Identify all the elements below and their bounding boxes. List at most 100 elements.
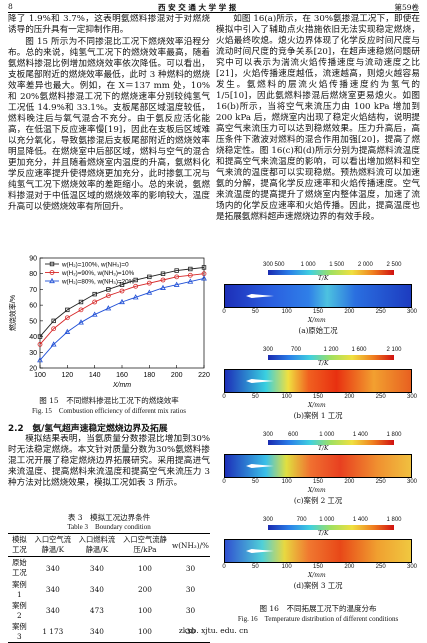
data-point <box>64 315 70 321</box>
data-point <box>173 281 180 287</box>
section-heading: 2.2 氨/氢气超声速稳定燃烧边界及拓展 <box>8 424 168 434</box>
panel-caption: (b)案例 1 工况 <box>293 411 343 420</box>
data-point <box>92 291 97 297</box>
data-point <box>105 305 112 311</box>
table-cell: 100 <box>137 606 152 615</box>
x-tick-label: 0 <box>222 309 226 315</box>
data-point <box>160 271 166 276</box>
table-header-cell: 入口空气流静温/K <box>34 535 72 554</box>
temperature-panel: 300 700 1 000 1 400 1 800 T/K 0 50 100 150 200 250 3… <box>216 517 420 602</box>
colorbar-tick-label: 700 <box>296 517 307 523</box>
x-tick-label: 250 <box>375 309 386 315</box>
footer: zkxb. xjtu. edu. cn <box>178 626 249 635</box>
colorbar-tick-label: 300 <box>262 347 273 353</box>
y-tick-label: 70 <box>29 287 37 294</box>
x-tick-label: 300 <box>406 564 417 570</box>
figure-15-chart: 20 30 40 50 60 70 80 90 100 120 140 160 180 200 220 X/m… <box>8 256 210 390</box>
table-header-cell: 模拟工况 <box>12 535 27 554</box>
data-point <box>187 272 193 278</box>
figure-caption-en: Fig. 16 Temperature distribution of diff… <box>237 615 399 623</box>
legend-marker <box>49 270 55 275</box>
x-axis-label: X/mm <box>308 317 326 324</box>
table-cell: 340 <box>89 585 104 594</box>
data-point <box>78 307 84 313</box>
x-tick-label: 0 <box>222 394 226 400</box>
series-line <box>39 266 205 337</box>
data-point <box>65 307 70 313</box>
data-point <box>160 277 166 283</box>
x-tick-label: 100 <box>281 479 292 485</box>
paragraph: 如图 16(a)所示，在 30%氨掺混工况下，即使在模拟中引入了辅助点火措施依旧… <box>216 14 420 222</box>
table-wrap: 模拟工况 入口空气流静温/K 入口燃料流静温/K 入口空气流静压/kPa w(NH₃)/… <box>8 533 210 643</box>
x-tick-label: 250 <box>375 394 386 400</box>
colorbar-label: T/K <box>318 445 329 452</box>
colorbar-tick-label: 1 000 <box>319 517 335 523</box>
x-axis-label: X/mm <box>308 402 326 409</box>
y-tick-label: 30 <box>29 350 37 357</box>
data-point <box>146 289 153 295</box>
colorbar-tick-label: 2 500 <box>386 262 402 268</box>
y-tick-label: 40 <box>29 334 37 341</box>
data-point <box>132 294 139 300</box>
x-tick-label: 50 <box>251 394 259 400</box>
colorbar-tick-label: 300 <box>262 432 273 438</box>
data-point <box>50 341 57 347</box>
colorbar-tick-label: 1 500 <box>329 262 345 268</box>
colorbar-tick-label: 700 <box>290 347 301 353</box>
y-tick-label: 50 <box>29 318 37 325</box>
x-tick-label: 200 <box>344 479 355 485</box>
colorbar-label: T/K <box>318 530 329 537</box>
data-point <box>188 266 193 272</box>
x-axis-label: X/mm <box>308 487 326 494</box>
data-point <box>201 265 207 270</box>
table-row: 原始工况 340 340 100 30 <box>8 557 210 580</box>
colorbar-label: T/K <box>318 275 329 282</box>
table-cell: 340 <box>89 563 104 573</box>
y-tick-label: 60 <box>29 303 37 310</box>
data-point <box>119 288 125 294</box>
x-tick-label: 150 <box>312 309 323 315</box>
table-cell: 案例 2 <box>12 601 27 620</box>
x-tick-label: 100 <box>281 564 292 570</box>
data-point <box>105 293 111 299</box>
table-header-cell: 入口燃料流静温/K <box>78 535 116 554</box>
x-tick-label: 220 <box>198 372 210 379</box>
running-header: 8 西 安 交 通 大 学 学 报 第59卷 <box>8 2 419 13</box>
x-tick-label: 250 <box>375 564 386 570</box>
data-point <box>146 280 152 286</box>
panel-caption: (d)案例 3 工况 <box>293 581 343 590</box>
series-line <box>39 277 205 361</box>
x-tick-label: 100 <box>34 372 46 379</box>
x-tick-label: 120 <box>61 372 73 379</box>
table-cell: 案例 1 <box>12 580 27 599</box>
legend-label: w(H₂)=100%, w(NH₃)=0 <box>61 261 129 268</box>
table-cell: 原始工况 <box>12 558 27 577</box>
data-point <box>119 298 125 305</box>
x-tick-label: 150 <box>312 394 323 400</box>
y-tick-label: 90 <box>29 256 37 263</box>
x-axis-label: X/mm <box>112 382 131 389</box>
colorbar-tick-label: 1 600 <box>351 347 367 353</box>
x-tick-label: 200 <box>344 309 355 315</box>
data-point <box>91 311 98 317</box>
data-point <box>37 357 43 363</box>
x-tick-label: 200 <box>344 564 355 570</box>
table-row: 案例 1 340 340 200 30 <box>8 579 210 600</box>
colorbar-label: T/K <box>318 360 329 367</box>
volume: 第59卷 <box>394 3 419 12</box>
table-header-cell: w(NH₃)/% <box>171 540 209 550</box>
x-tick-label: 150 <box>312 564 323 570</box>
colorbar-tick-label: 500 <box>274 262 285 268</box>
data-point <box>51 326 57 332</box>
data-point <box>106 287 111 292</box>
y-tick-label: 20 <box>29 366 37 373</box>
page-number: 8 <box>8 2 13 11</box>
strut <box>246 294 274 298</box>
strut <box>246 464 274 468</box>
x-tick-label: 150 <box>312 479 323 485</box>
table: 模拟工况 入口空气流静温/K 入口燃料流静温/K 入口空气流静压/kPa w(NH₃)/… <box>8 533 210 643</box>
x-tick-label: 50 <box>251 564 259 570</box>
panel-caption: (c)案例 2 工况 <box>293 496 343 505</box>
colorbar-tick-label: 1 800 <box>386 517 402 523</box>
data-point <box>37 342 43 347</box>
